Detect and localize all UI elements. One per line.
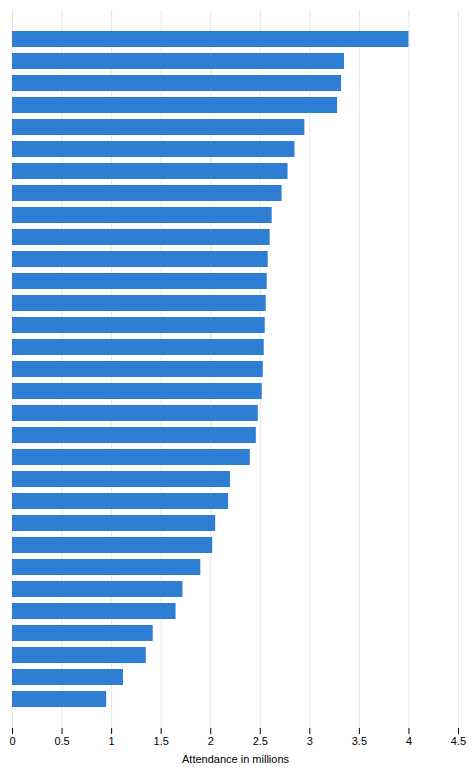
svg-text:Attendance in millions: Attendance in millions: [182, 753, 290, 765]
svg-text:2: 2: [208, 735, 214, 747]
svg-text:2.5: 2.5: [253, 735, 268, 747]
svg-text:0: 0: [9, 735, 15, 747]
svg-text:4.5: 4.5: [451, 735, 466, 747]
svg-text:3.5: 3.5: [352, 735, 367, 747]
svg-text:1.5: 1.5: [154, 735, 169, 747]
svg-text:4: 4: [406, 735, 412, 747]
svg-text:3: 3: [307, 735, 313, 747]
svg-text:1: 1: [109, 735, 115, 747]
svg-text:0.5: 0.5: [54, 735, 69, 747]
